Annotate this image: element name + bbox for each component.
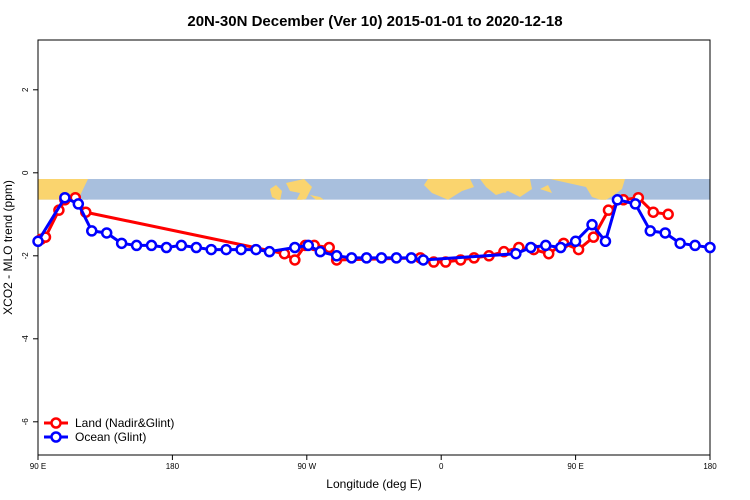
y-tick-label-3: -4	[21, 335, 30, 343]
map-land-4	[310, 195, 324, 200]
series-layer	[32, 191, 716, 268]
chart-title: 20N-30N December (Ver 10) 2015-01-01 to …	[187, 13, 562, 30]
series-1-point-12	[220, 243, 232, 256]
series-1-point-0	[32, 235, 44, 248]
series-1-point-35	[644, 225, 657, 237]
map-land-3	[286, 179, 312, 200]
series-1-point-37	[674, 237, 686, 250]
legend: Land (Nadir&Glint) Ocean (Glint)	[44, 416, 174, 444]
y-tick-label-2: -2	[21, 252, 30, 260]
world-map-band	[38, 179, 710, 200]
map-ocean-west	[78, 179, 88, 200]
series-1-point-6	[130, 239, 143, 252]
legend-entry-ocean: Ocean (Glint)	[44, 430, 146, 444]
series-1-point-33	[611, 194, 624, 206]
map-land-2	[270, 185, 282, 200]
series-1-point-30	[569, 235, 582, 248]
series-1-point-23	[390, 252, 403, 264]
x-axis-label: Longitude (deg E)	[326, 477, 421, 491]
series-0-point-28	[647, 206, 660, 218]
series-1-point-24	[405, 252, 418, 264]
map-ocean	[38, 179, 710, 200]
series-1-point-8	[160, 241, 173, 254]
series-1-point-9	[175, 239, 188, 252]
y-tick-label-4: -6	[21, 418, 30, 426]
x-tick-label-1: 180	[166, 462, 180, 471]
y-axis-label: XCO2 - MLO trend (ppm)	[1, 180, 15, 315]
map-land-6	[480, 179, 532, 198]
map-land-8	[498, 187, 506, 194]
series-1-point-15	[263, 245, 276, 258]
series-1-point-26	[510, 247, 522, 260]
x-tick-label-4: 90 E	[567, 462, 583, 471]
y-axis: 2 0 -2 -4 -6	[21, 87, 38, 425]
map-land-5	[424, 179, 474, 200]
y-tick-label-1: 0	[21, 170, 30, 175]
series-1-point-18	[314, 245, 326, 258]
x-tick-label-2: 90 W	[297, 462, 316, 471]
x-tick-label-3: 0	[439, 462, 444, 471]
series-1-point-13	[235, 243, 247, 256]
series-1-point-10	[190, 241, 203, 254]
series-1	[32, 191, 716, 266]
series-1-point-1	[59, 191, 71, 204]
series-1-point-21	[360, 252, 373, 264]
x-axis: 90 E 180 90 W 0 90 E 180	[30, 455, 717, 471]
series-1-point-3	[86, 225, 98, 237]
series-1-point-29	[554, 241, 567, 254]
x-tick-label-5: 180	[703, 462, 717, 471]
series-1-point-28	[539, 239, 552, 252]
series-1-point-38	[689, 239, 701, 252]
y-tick-label-0: 2	[21, 87, 30, 92]
series-1-point-25	[417, 254, 430, 266]
series-1-point-36	[659, 227, 671, 239]
legend-label-ocean: Ocean (Glint)	[75, 430, 146, 444]
series-0-point-29	[662, 208, 674, 221]
series-1-point-39	[704, 241, 716, 254]
legend-label-land: Land (Nadir&Glint)	[75, 416, 174, 430]
series-1-point-20	[345, 252, 358, 264]
series-1-point-16	[289, 241, 301, 254]
series-1-point-5	[115, 237, 128, 250]
series-line-1	[36, 195, 711, 262]
series-1-point-4	[100, 227, 113, 239]
series-1-point-14	[250, 243, 262, 256]
map-land-9	[540, 185, 552, 194]
series-1-point-22	[375, 252, 388, 264]
legend-entry-land: Land (Nadir&Glint)	[44, 416, 174, 430]
series-1-point-32	[599, 235, 612, 248]
series-0-point-24	[587, 231, 600, 243]
series-1-point-19	[330, 250, 343, 262]
series-1-point-11	[205, 243, 217, 256]
series-0-point-25	[602, 204, 615, 216]
series-1-point-27	[525, 241, 537, 254]
series-1-point-7	[145, 239, 158, 252]
series-1-point-31	[586, 218, 598, 231]
series-0-point-7	[289, 254, 301, 266]
series-1-point-17	[302, 239, 315, 252]
map-land-7	[550, 179, 625, 200]
series-0-point-10	[323, 241, 335, 254]
series-1-point-2	[72, 198, 85, 210]
x-tick-label-0: 90 E	[30, 462, 46, 471]
series-1-point-34	[629, 198, 642, 210]
